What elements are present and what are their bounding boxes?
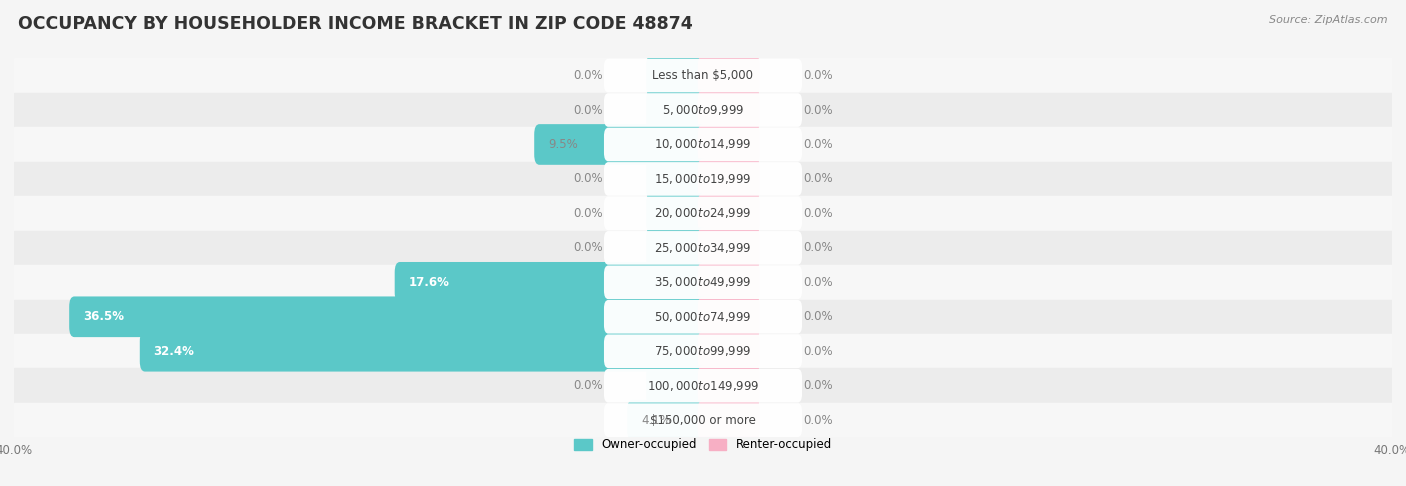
Text: 0.0%: 0.0% xyxy=(803,104,832,117)
Text: 0.0%: 0.0% xyxy=(803,276,832,289)
Text: $35,000 to $49,999: $35,000 to $49,999 xyxy=(654,276,752,289)
Text: $10,000 to $14,999: $10,000 to $14,999 xyxy=(654,138,752,152)
Text: $150,000 or more: $150,000 or more xyxy=(650,414,756,427)
FancyBboxPatch shape xyxy=(697,158,759,199)
Text: 17.6%: 17.6% xyxy=(409,276,450,289)
FancyBboxPatch shape xyxy=(605,162,801,196)
Text: 0.0%: 0.0% xyxy=(803,207,832,220)
FancyBboxPatch shape xyxy=(647,365,709,406)
Text: 0.0%: 0.0% xyxy=(803,310,832,323)
FancyBboxPatch shape xyxy=(647,90,709,130)
FancyBboxPatch shape xyxy=(395,262,709,303)
Text: 9.5%: 9.5% xyxy=(548,138,578,151)
FancyBboxPatch shape xyxy=(647,158,709,199)
Text: $25,000 to $34,999: $25,000 to $34,999 xyxy=(654,241,752,255)
Bar xyxy=(14,196,1392,231)
FancyBboxPatch shape xyxy=(605,300,801,333)
Bar xyxy=(14,368,1392,403)
Text: 0.0%: 0.0% xyxy=(574,207,603,220)
Text: 0.0%: 0.0% xyxy=(803,173,832,186)
FancyBboxPatch shape xyxy=(697,124,759,165)
Text: 0.0%: 0.0% xyxy=(574,379,603,392)
Text: 0.0%: 0.0% xyxy=(803,69,832,82)
Text: 0.0%: 0.0% xyxy=(803,138,832,151)
Text: 32.4%: 32.4% xyxy=(153,345,194,358)
FancyBboxPatch shape xyxy=(697,55,759,96)
Text: OCCUPANCY BY HOUSEHOLDER INCOME BRACKET IN ZIP CODE 48874: OCCUPANCY BY HOUSEHOLDER INCOME BRACKET … xyxy=(18,15,693,33)
FancyBboxPatch shape xyxy=(605,265,801,299)
FancyBboxPatch shape xyxy=(647,193,709,234)
Text: 0.0%: 0.0% xyxy=(803,414,832,427)
Bar xyxy=(14,162,1392,196)
Text: 0.0%: 0.0% xyxy=(574,173,603,186)
Text: 0.0%: 0.0% xyxy=(574,242,603,254)
Text: $50,000 to $74,999: $50,000 to $74,999 xyxy=(654,310,752,324)
FancyBboxPatch shape xyxy=(697,227,759,268)
FancyBboxPatch shape xyxy=(697,262,759,303)
Bar xyxy=(14,299,1392,334)
Text: $5,000 to $9,999: $5,000 to $9,999 xyxy=(662,103,744,117)
FancyBboxPatch shape xyxy=(697,90,759,130)
FancyBboxPatch shape xyxy=(139,331,709,372)
Bar xyxy=(14,127,1392,162)
FancyBboxPatch shape xyxy=(605,231,801,265)
FancyBboxPatch shape xyxy=(605,128,801,161)
Text: 0.0%: 0.0% xyxy=(803,345,832,358)
Bar xyxy=(14,231,1392,265)
FancyBboxPatch shape xyxy=(697,365,759,406)
FancyBboxPatch shape xyxy=(697,193,759,234)
FancyBboxPatch shape xyxy=(605,334,801,368)
Text: $15,000 to $19,999: $15,000 to $19,999 xyxy=(654,172,752,186)
Legend: Owner-occupied, Renter-occupied: Owner-occupied, Renter-occupied xyxy=(569,434,837,456)
FancyBboxPatch shape xyxy=(605,93,801,127)
FancyBboxPatch shape xyxy=(534,124,709,165)
Text: $100,000 to $149,999: $100,000 to $149,999 xyxy=(647,379,759,393)
FancyBboxPatch shape xyxy=(647,55,709,96)
Text: 36.5%: 36.5% xyxy=(83,310,124,323)
FancyBboxPatch shape xyxy=(605,59,801,92)
FancyBboxPatch shape xyxy=(697,400,759,440)
Text: $75,000 to $99,999: $75,000 to $99,999 xyxy=(654,344,752,358)
FancyBboxPatch shape xyxy=(69,296,709,337)
Text: $20,000 to $24,999: $20,000 to $24,999 xyxy=(654,207,752,220)
Text: 0.0%: 0.0% xyxy=(574,69,603,82)
FancyBboxPatch shape xyxy=(647,227,709,268)
Bar xyxy=(14,403,1392,437)
FancyBboxPatch shape xyxy=(605,369,801,402)
FancyBboxPatch shape xyxy=(605,403,801,437)
FancyBboxPatch shape xyxy=(697,296,759,337)
Text: Source: ZipAtlas.com: Source: ZipAtlas.com xyxy=(1270,15,1388,25)
Bar xyxy=(14,58,1392,93)
Bar xyxy=(14,334,1392,368)
FancyBboxPatch shape xyxy=(697,331,759,372)
Bar xyxy=(14,265,1392,299)
Text: 0.0%: 0.0% xyxy=(803,379,832,392)
FancyBboxPatch shape xyxy=(627,400,709,440)
Text: Less than $5,000: Less than $5,000 xyxy=(652,69,754,82)
Text: 4.1%: 4.1% xyxy=(641,414,671,427)
Bar xyxy=(14,93,1392,127)
Text: 0.0%: 0.0% xyxy=(803,242,832,254)
FancyBboxPatch shape xyxy=(605,197,801,230)
Text: 0.0%: 0.0% xyxy=(574,104,603,117)
